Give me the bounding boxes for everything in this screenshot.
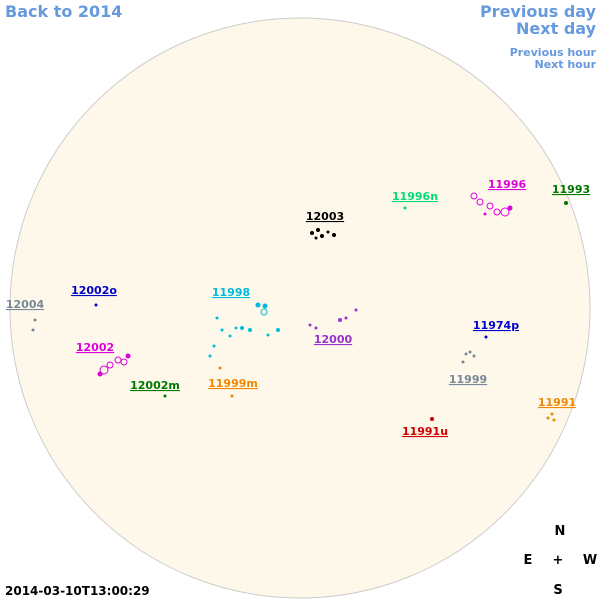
sunspot — [344, 316, 348, 320]
sunspot — [228, 334, 232, 338]
sunspot — [255, 302, 261, 308]
sunspot — [468, 350, 472, 354]
sunspot — [33, 318, 37, 322]
sunspot — [476, 198, 484, 206]
region-label[interactable]: 12002m — [130, 379, 180, 392]
sunspot — [94, 303, 98, 307]
sunspot — [114, 356, 122, 364]
sunspot — [332, 233, 336, 237]
compass-e: E — [524, 553, 533, 568]
sunspot — [31, 328, 35, 332]
sunspot — [230, 394, 234, 398]
region-label[interactable]: 12002o — [71, 284, 117, 297]
timestamp: 2014-03-10T13:00:29 — [5, 584, 150, 598]
sunspot — [308, 323, 312, 327]
sunspot — [500, 207, 510, 217]
sunspot — [483, 212, 487, 216]
solar-disk — [9, 17, 591, 599]
region-label[interactable]: 12002 — [76, 341, 114, 354]
region-label[interactable]: 11991u — [402, 425, 448, 438]
sunspot — [314, 236, 318, 240]
sunspot — [564, 201, 568, 205]
sunspot — [314, 326, 318, 330]
sunspot — [276, 328, 280, 332]
region-label[interactable]: 12004 — [6, 298, 45, 311]
sunspot — [97, 371, 103, 377]
compass-w: W — [583, 553, 597, 568]
region-label[interactable]: 11996n — [392, 190, 438, 203]
sunspot — [552, 418, 556, 422]
region-label[interactable]: 11993 — [552, 183, 590, 196]
sunspot — [484, 335, 488, 339]
back-link[interactable]: Back to 2014 — [5, 2, 122, 21]
region-label[interactable]: 11996 — [488, 178, 527, 191]
compass-s: S — [553, 583, 562, 598]
region-label[interactable]: 11999 — [449, 373, 487, 386]
sunspot — [486, 202, 494, 210]
next-day-link[interactable]: Next day — [516, 19, 597, 38]
region-label[interactable]: 11974p — [473, 319, 519, 332]
sunspot — [430, 417, 434, 421]
sunspot — [550, 412, 554, 416]
sunspot — [354, 308, 358, 312]
sunspot — [310, 231, 314, 235]
sunspot — [326, 230, 330, 234]
sunspot — [220, 328, 224, 332]
sunspot — [234, 326, 238, 330]
sunspot — [262, 303, 268, 309]
sunspot — [546, 416, 550, 420]
sunspot — [215, 316, 219, 320]
sunspot — [163, 394, 167, 398]
sunspot — [266, 333, 270, 337]
sunspot — [461, 360, 465, 364]
next-hour-link[interactable]: Next hour — [535, 58, 597, 71]
region-label[interactable]: 11999m — [208, 377, 258, 390]
previous-day-link[interactable]: Previous day — [480, 2, 597, 21]
sunspot — [472, 354, 476, 358]
region-label[interactable]: 11998 — [212, 286, 250, 299]
sunspot — [218, 366, 222, 370]
sunspot — [464, 352, 468, 356]
sunspot — [106, 361, 114, 369]
sunspot — [507, 205, 513, 211]
sunspot — [320, 234, 324, 238]
compass-n: N — [555, 524, 566, 539]
sunspot — [212, 344, 216, 348]
region-label[interactable]: 12000 — [314, 333, 353, 346]
sunspot — [99, 365, 109, 375]
sunspot — [493, 208, 501, 216]
previous-hour-link[interactable]: Previous hour — [510, 46, 597, 59]
region-label[interactable]: 12003 — [306, 210, 344, 223]
sunspot — [470, 192, 478, 200]
sunspot — [316, 228, 320, 232]
sunspot — [338, 318, 342, 322]
sunspot — [208, 354, 212, 358]
sunspot — [248, 328, 252, 332]
compass-center: + — [553, 553, 564, 568]
sunspot — [240, 326, 244, 330]
sunspot — [125, 353, 131, 359]
sunspot — [260, 308, 268, 316]
sunspot — [120, 358, 128, 366]
region-label[interactable]: 11991 — [538, 396, 576, 409]
sunspot — [403, 206, 407, 210]
